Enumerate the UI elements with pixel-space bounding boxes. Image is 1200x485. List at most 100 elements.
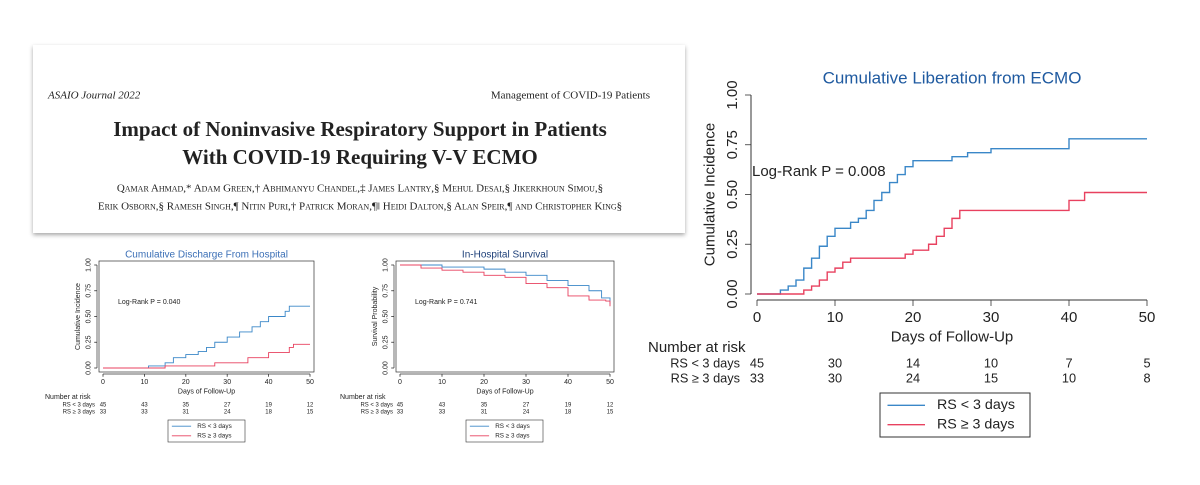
y-tick-label: 1.00	[382, 258, 389, 272]
x-tick-label: 0	[398, 379, 402, 386]
risk-count: 43	[141, 403, 148, 409]
y-tick-label: 0.50	[85, 310, 92, 324]
journal: ASAIO Journal 2022	[47, 90, 141, 102]
risk-count: 27	[224, 403, 231, 409]
risk-count: 15	[607, 410, 614, 416]
risk-count: 31	[481, 410, 488, 416]
paper-title: Impact of Noninvasive Respiratory Suppor…	[113, 117, 607, 141]
km-curve	[757, 138, 1147, 295]
legend-label: RS < 3 days	[937, 397, 1015, 413]
risk-label: RS ≥ 3 days	[63, 410, 95, 416]
legend-label: RS ≥ 3 days	[197, 433, 231, 440]
y-tick-label: 0.25	[85, 335, 92, 349]
y-tick-label: 1.00	[85, 258, 92, 272]
x-tick-label: 30	[522, 379, 530, 386]
y-tick-label: 0.75	[724, 130, 741, 159]
chart-title: In-Hospital Survival	[462, 250, 548, 261]
legend-box	[879, 392, 1031, 438]
risk-count: 10	[984, 355, 998, 370]
risk-count: 35	[182, 403, 189, 409]
y-tick-label: 0.75	[85, 284, 92, 298]
risk-count: 45	[397, 403, 404, 409]
y-axis-label: Cumulative Incidence	[701, 123, 718, 266]
risk-count: 18	[265, 410, 272, 416]
risk-count: 43	[439, 403, 446, 409]
km-curve	[103, 343, 310, 369]
x-tick-label: 0	[753, 309, 761, 326]
charts: Cumulative Discharge From Hospital 0.00 0.…	[45, 68, 1156, 443]
x-tick-label: 20	[480, 379, 488, 386]
x-tick-label: 50	[1139, 309, 1156, 326]
risk-label: RS ≥ 3 days	[671, 370, 740, 385]
risk-count: 45	[100, 403, 107, 409]
x-axis-label: Days of Follow-Up	[891, 328, 1014, 345]
y-tick-label: 0.00	[85, 361, 92, 375]
risk-title: Number at risk	[45, 394, 91, 401]
legend-label: RS ≥ 3 days	[937, 416, 1015, 432]
y-axis-label: Survival Probability	[372, 286, 379, 346]
risk-count: 5	[1143, 355, 1150, 370]
risk-count: 24	[523, 410, 530, 416]
x-tick-label: 10	[141, 379, 149, 386]
paper-title: With COVID-19 Requiring V-V ECMO	[182, 145, 537, 169]
y-tick-label: 0.75	[382, 284, 389, 298]
risk-count: 33	[100, 410, 107, 416]
x-tick-label: 20	[182, 379, 190, 386]
x-axis-label: Days of Follow-Up	[476, 388, 533, 395]
y-axis-label: Cumulative Incidence	[75, 283, 82, 350]
risk-count: 35	[481, 403, 488, 409]
y-tick-label: 0.00	[724, 279, 741, 308]
x-tick-label: 20	[905, 309, 922, 326]
km-curve	[757, 191, 1147, 295]
risk-count: 15	[984, 370, 998, 385]
x-tick-label: 10	[827, 309, 844, 326]
annotation: Log-Rank P = 0.040	[118, 299, 180, 306]
authors: Qamar Ahmad,* Adam Green,† Abhimanyu Cha…	[117, 183, 603, 195]
risk-count: 18	[565, 410, 572, 416]
x-tick-label: 50	[306, 379, 314, 386]
risk-label: RS < 3 days	[62, 403, 95, 409]
km-curve	[400, 264, 611, 305]
risk-title: Number at risk	[340, 394, 386, 401]
x-tick-label: 50	[606, 379, 614, 386]
y-tick-label: 1.00	[724, 80, 741, 109]
risk-count: 15	[307, 410, 314, 416]
annotation: Log-Rank P = 0.008	[752, 163, 886, 180]
x-axis-label: Days of Follow-Up	[178, 388, 235, 395]
risk-count: 30	[828, 370, 842, 385]
x-tick-label: 40	[564, 379, 572, 386]
chart-title: Cumulative Discharge From Hospital	[125, 250, 288, 261]
risk-count: 7	[1065, 355, 1072, 370]
plot-frame	[98, 260, 315, 373]
authors: Erik Osborn,§ Ramesh Singh,¶ Nitin Puri,…	[98, 201, 622, 213]
risk-count: 33	[750, 370, 764, 385]
risk-count: 19	[265, 403, 272, 409]
risk-count: 24	[906, 370, 920, 385]
km-curve	[400, 264, 611, 307]
risk-count: 27	[523, 403, 530, 409]
km-curve	[103, 305, 310, 369]
x-tick-label: 30	[223, 379, 231, 386]
risk-count: 10	[1062, 370, 1076, 385]
legend-label: RS < 3 days	[197, 423, 231, 430]
legend-label: RS < 3 days	[495, 423, 529, 430]
y-tick-label: 0.25	[382, 335, 389, 349]
risk-count: 24	[224, 410, 231, 416]
risk-count: 14	[906, 355, 920, 370]
risk-label: RS < 3 days	[360, 403, 393, 409]
x-tick-label: 0	[101, 379, 105, 386]
risk-count: 12	[607, 403, 614, 409]
risk-count: 8	[1143, 370, 1150, 385]
x-tick-label: 40	[1061, 309, 1078, 326]
annotation: Log-Rank P = 0.741	[415, 299, 477, 306]
risk-count: 45	[750, 355, 764, 370]
risk-count: 33	[439, 410, 446, 416]
risk-count: 19	[565, 403, 572, 409]
risk-count: 33	[141, 410, 148, 416]
risk-label: RS < 3 days	[670, 355, 740, 370]
risk-label: RS ≥ 3 days	[361, 410, 393, 416]
x-tick-label: 10	[438, 379, 446, 386]
paper-card	[33, 45, 685, 233]
legend-box	[167, 419, 246, 443]
